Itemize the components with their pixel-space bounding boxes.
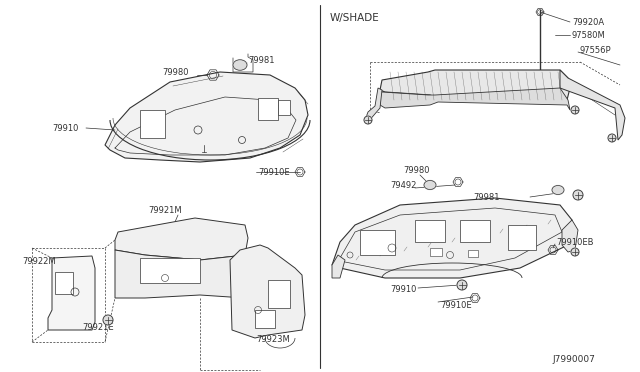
Text: 79981: 79981 [248, 55, 275, 64]
Bar [430, 248, 442, 256]
Ellipse shape [233, 60, 247, 70]
Text: 79981: 79981 [474, 192, 500, 202]
Bar [140, 110, 165, 138]
Circle shape [457, 280, 467, 290]
Bar [55, 272, 73, 294]
Circle shape [364, 116, 372, 124]
Polygon shape [115, 250, 248, 298]
Text: 79910: 79910 [390, 285, 417, 295]
Text: 79921M: 79921M [148, 205, 182, 215]
Text: W/SHADE: W/SHADE [330, 13, 380, 23]
Polygon shape [48, 256, 95, 330]
Text: 97580M: 97580M [572, 31, 605, 39]
Bar [508, 225, 536, 250]
Circle shape [571, 248, 579, 256]
Ellipse shape [552, 186, 564, 195]
Circle shape [573, 190, 583, 200]
Polygon shape [105, 72, 308, 162]
Polygon shape [332, 255, 345, 278]
Bar [268, 280, 290, 308]
Bar [278, 100, 290, 115]
Text: 79922M: 79922M [22, 257, 56, 266]
Text: J7990007: J7990007 [552, 356, 595, 365]
Circle shape [103, 315, 113, 325]
Polygon shape [332, 198, 572, 278]
Text: 79910EB: 79910EB [556, 237, 593, 247]
Circle shape [571, 106, 579, 114]
Bar [140, 258, 200, 283]
Text: 79980: 79980 [403, 166, 429, 174]
Bar [360, 230, 395, 255]
Text: 79980: 79980 [162, 67, 189, 77]
Bar [255, 310, 275, 328]
Polygon shape [380, 70, 570, 100]
Polygon shape [562, 220, 578, 252]
Ellipse shape [424, 180, 436, 189]
Text: 97556P: 97556P [580, 45, 612, 55]
Polygon shape [380, 88, 570, 110]
Text: 79923M: 79923M [256, 336, 290, 344]
Polygon shape [115, 218, 248, 260]
Text: 79921E: 79921E [82, 324, 114, 333]
Bar [415, 220, 445, 242]
Text: 79920A: 79920A [572, 17, 604, 26]
Bar [468, 250, 478, 257]
Text: 79910: 79910 [52, 124, 78, 132]
Bar [258, 98, 278, 120]
Polygon shape [560, 70, 625, 140]
Bar [460, 220, 490, 242]
Text: 79910E: 79910E [440, 301, 472, 310]
Circle shape [608, 134, 616, 142]
Polygon shape [230, 245, 305, 338]
Polygon shape [365, 88, 382, 122]
Text: 79910E: 79910E [258, 167, 290, 176]
Text: 79492: 79492 [390, 180, 417, 189]
